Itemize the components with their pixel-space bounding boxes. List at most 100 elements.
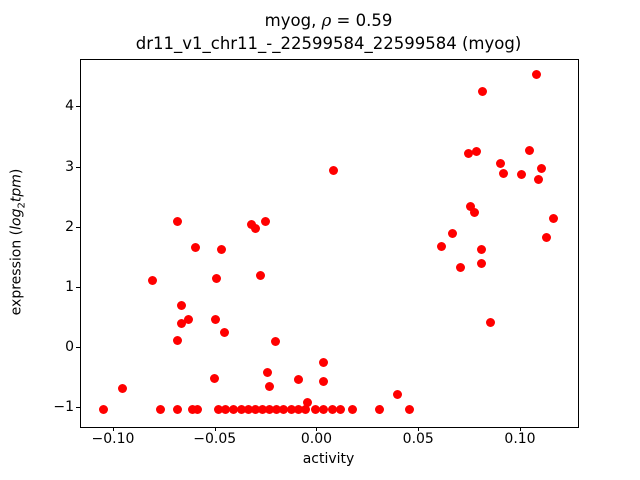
- scatter-point: [328, 405, 338, 415]
- x-tick-mark: [520, 427, 521, 431]
- scatter-point: [466, 202, 476, 212]
- scatter-point: [485, 317, 495, 327]
- y-tick-mark: [76, 106, 80, 108]
- scatter-point: [476, 245, 486, 255]
- y-tick-label: 3: [65, 158, 74, 175]
- scatter-point: [156, 405, 166, 415]
- scatter-point: [172, 217, 182, 227]
- scatter-point: [525, 146, 535, 156]
- scatter-point: [148, 275, 158, 285]
- y-tick-label: 2: [65, 218, 74, 235]
- scatter-point: [311, 405, 321, 415]
- scatter-point: [534, 174, 544, 184]
- scatter-point: [393, 390, 403, 400]
- scatter-point: [319, 405, 329, 415]
- y-axis-label-prefix: expression (: [8, 229, 25, 316]
- scatter-point: [220, 328, 230, 338]
- plot-area: [80, 59, 579, 428]
- scatter-point: [294, 375, 304, 385]
- scatter-point: [404, 405, 414, 415]
- scatter-point: [255, 271, 265, 281]
- scatter-point: [437, 241, 447, 251]
- scatter-point: [536, 163, 546, 173]
- scatter-point: [210, 373, 220, 383]
- scatter-point: [262, 368, 272, 378]
- scatter-point: [183, 314, 193, 324]
- y-tick-mark: [76, 166, 80, 168]
- scatter-point: [265, 405, 275, 415]
- scatter-point: [448, 228, 458, 238]
- scatter-point: [173, 405, 183, 415]
- y-tick-label: 1: [65, 278, 74, 295]
- scatter-point: [301, 405, 311, 415]
- scatter-point: [303, 398, 313, 408]
- scatter-point: [176, 300, 186, 310]
- scatter-point: [216, 244, 226, 254]
- y-tick-label: 0: [65, 338, 74, 355]
- x-tick-label: 0.10: [504, 431, 536, 447]
- scatter-point: [319, 358, 329, 368]
- scatter-point: [374, 405, 384, 415]
- scatter-point: [541, 233, 551, 243]
- scatter-point: [212, 273, 222, 283]
- x-tick-label: 0.00: [300, 431, 333, 447]
- scatter-point: [251, 405, 261, 415]
- chart-title-suffix: = 0.59: [331, 11, 393, 30]
- y-tick-mark: [76, 226, 80, 228]
- scatter-point: [261, 216, 271, 226]
- x-tick-mark: [418, 427, 420, 431]
- scatter-point: [328, 166, 338, 176]
- x-tick-mark: [316, 427, 318, 431]
- scatter-point: [272, 405, 282, 415]
- scatter-point: [469, 207, 479, 217]
- scatter-point: [211, 315, 221, 325]
- scatter-point: [214, 405, 224, 415]
- chart-title-prefix: myog,: [264, 11, 322, 30]
- scatter-point: [244, 405, 254, 415]
- rho-symbol: ρ: [321, 11, 332, 30]
- scatter-point: [271, 337, 281, 347]
- scatter-point: [251, 223, 261, 233]
- scatter-point: [117, 383, 127, 393]
- x-tick-label: −0.05: [193, 431, 237, 447]
- scatter-point: [456, 262, 466, 272]
- scatter-point: [495, 158, 505, 168]
- x-axis-label: activity: [302, 451, 355, 467]
- y-tick-label: −1: [53, 399, 74, 416]
- scatter-point: [294, 405, 304, 415]
- scatter-point: [287, 405, 297, 415]
- scatter-point: [221, 405, 231, 415]
- x-tick-mark: [214, 427, 216, 431]
- x-tick-mark: [112, 427, 114, 431]
- scatter-point: [264, 381, 274, 391]
- scatter-point: [279, 405, 289, 415]
- y-axis-label-suffix: ): [8, 168, 25, 175]
- scatter-point: [336, 405, 346, 415]
- scatter-point: [319, 376, 329, 386]
- chart-subtitle: dr11_v1_chr11_-_22599584_22599584 (myog): [135, 34, 522, 53]
- scatter-point: [237, 405, 247, 415]
- scatter-point: [471, 147, 481, 157]
- scatter-point: [191, 243, 201, 253]
- scatter-point: [99, 405, 109, 415]
- scatter-point: [531, 69, 541, 79]
- scatter-point: [176, 318, 186, 328]
- scatter-point: [348, 405, 358, 415]
- scatter-point: [478, 86, 488, 96]
- scatter-point: [499, 168, 509, 178]
- y-tick-mark: [76, 407, 80, 409]
- y-tick-mark: [76, 346, 80, 348]
- x-tick-label: −0.10: [91, 431, 135, 447]
- scatter-point: [172, 336, 182, 346]
- chart-title: myog, ρ = 0.59: [80, 11, 577, 31]
- scatter-point: [258, 405, 268, 415]
- scatter-point: [549, 213, 559, 223]
- scatter-point: [517, 169, 527, 179]
- scatter-point: [229, 405, 239, 415]
- y-axis-label-math: log2tpm: [8, 174, 28, 230]
- y-tick-label: 4: [65, 98, 74, 115]
- scatter-point: [187, 405, 197, 415]
- x-tick-label: 0.05: [402, 431, 434, 447]
- y-axis-label: expression (log2tpm): [9, 169, 28, 316]
